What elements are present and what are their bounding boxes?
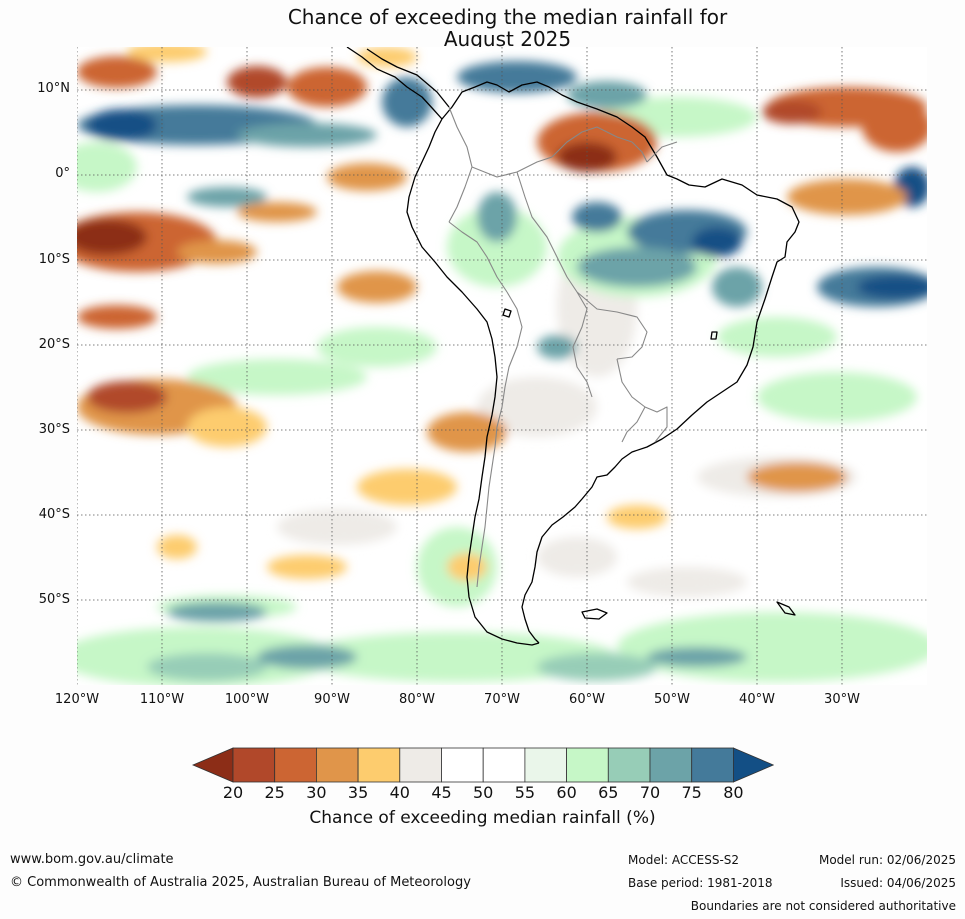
colorbar-tick-label: 40	[389, 783, 410, 802]
lon-label-100w: 100°W	[224, 692, 270, 707]
colorbar-segment	[566, 747, 609, 783]
colorbar-segment	[274, 747, 317, 783]
lat-label-10s: 10°S	[38, 252, 70, 267]
colorbar-tick-label: 60	[556, 783, 577, 802]
colorbar	[192, 747, 774, 783]
colorbar-segment	[691, 747, 734, 783]
lat-label-0: 0°	[55, 166, 70, 181]
colorbar-label: Chance of exceeding median rainfall (%)	[309, 808, 656, 828]
map-title-period: August 2025	[443, 27, 572, 51]
colorbar-tick-label: 75	[681, 783, 702, 802]
colorbar-segment	[607, 747, 651, 783]
colorbar-extend-high	[733, 747, 774, 783]
lon-label-120w: 120°W	[54, 692, 100, 707]
country-borders	[448, 106, 678, 588]
colorbar-tick-label: 20	[222, 783, 244, 802]
footer-copyright: © Commonwealth of Australia 2025, Austra…	[10, 875, 471, 890]
colorbar-tick-label: 55	[514, 783, 536, 802]
colorbar-segment	[441, 747, 484, 783]
lon-label-80w: 80°W	[399, 692, 435, 707]
lon-label-50w: 50°W	[654, 692, 690, 707]
colorbar-tick-label: 65	[598, 783, 619, 802]
footer-issued: Issued: 04/06/2025	[840, 876, 956, 890]
colorbar-tick-label: 30	[306, 783, 327, 802]
colorbar-tick-label: 80	[723, 783, 744, 802]
lon-label-60w: 60°W	[569, 692, 605, 707]
lat-label-50s: 50°S	[38, 592, 70, 607]
colorbar-segment	[649, 747, 693, 783]
colorbar-tick-label: 25	[264, 783, 285, 802]
lat-label-40s: 40°S	[38, 507, 70, 522]
graticule	[77, 47, 927, 685]
lon-label-90w: 90°W	[314, 692, 350, 707]
footer-model: Model: ACCESS-S2	[628, 853, 740, 867]
map-title: Chance of exceeding the median rainfall …	[287, 5, 728, 29]
footer-disclaimer: Boundaries are not considered authoritat…	[690, 899, 956, 913]
rainfall-map-svg	[77, 47, 927, 685]
lon-label-70w: 70°W	[484, 692, 520, 707]
lat-label-30s: 30°S	[38, 422, 70, 437]
colorbar-segment	[316, 747, 359, 783]
colorbar-segment	[482, 747, 526, 783]
footer-base-period: Base period: 1981-2018	[628, 876, 773, 890]
lat-label-20s: 20°S	[38, 337, 70, 352]
footer-model-run: Model run: 02/06/2025	[818, 853, 956, 867]
colorbar-tick-label: 70	[639, 783, 661, 802]
colorbar-tick-label: 45	[431, 783, 452, 802]
colorbar-tick-label: 35	[347, 783, 369, 802]
colorbar-segment	[399, 747, 442, 783]
lat-label-10n: 10°N	[37, 81, 70, 96]
colorbar-segment	[357, 747, 401, 783]
rainfall-map	[77, 47, 927, 685]
footer-url[interactable]: www.bom.gov.au/climate	[10, 852, 174, 867]
lon-label-110w: 110°W	[139, 692, 185, 707]
coastline	[346, 47, 800, 646]
colorbar-extend-low	[192, 747, 234, 783]
lon-label-30w: 30°W	[824, 692, 860, 707]
lon-label-40w: 40°W	[739, 692, 775, 707]
colorbar-segment	[232, 747, 276, 783]
colorbar-segment	[524, 747, 567, 783]
colorbar-tick-label: 50	[473, 783, 494, 802]
